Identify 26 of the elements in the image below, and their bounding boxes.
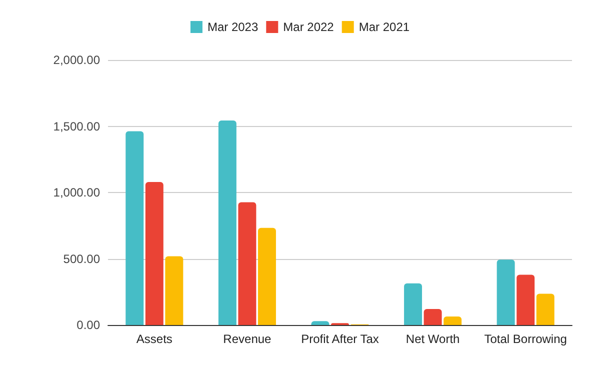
bar <box>444 316 462 325</box>
y-tick-label: 1,500.00 <box>53 119 100 134</box>
legend-label: Mar 2021 <box>358 20 410 34</box>
legend-label: Mar 2023 <box>207 20 258 34</box>
x-tick-label: Revenue <box>223 332 272 346</box>
bar <box>516 274 535 325</box>
y-tick-label: 1,000.00 <box>53 186 100 200</box>
bar <box>258 228 276 325</box>
y-tick-label: 500.00 <box>63 252 100 266</box>
bar <box>424 308 442 325</box>
bar <box>238 202 256 325</box>
x-tick-label: Assets <box>136 332 172 346</box>
bar <box>145 182 164 325</box>
bar <box>218 120 236 325</box>
bar <box>404 283 422 325</box>
bar <box>536 294 554 325</box>
legend-label: Mar 2022 <box>283 20 334 34</box>
x-tick-label: Profit After Tax <box>301 332 379 346</box>
bar <box>496 260 515 325</box>
bar <box>126 131 144 325</box>
y-tick-label: 0.00 <box>76 318 100 332</box>
x-tick-label: Net Worth <box>406 332 460 346</box>
y-tick-label: 2,000.00 <box>53 53 100 67</box>
bar <box>311 321 330 325</box>
x-tick-label: Total Borrowing <box>484 332 567 346</box>
bar <box>165 256 184 325</box>
